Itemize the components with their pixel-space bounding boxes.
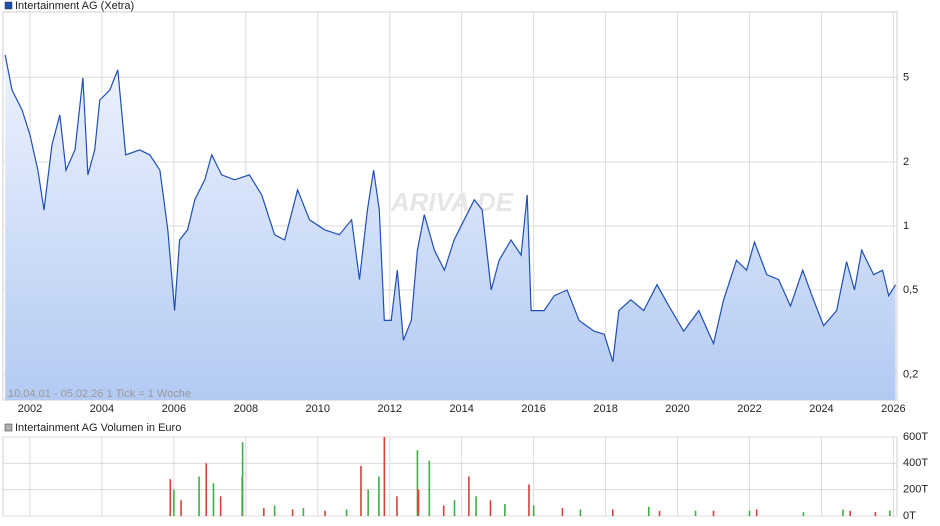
x-tick-label: 2008 (234, 403, 258, 415)
x-tick-label: 2002 (18, 403, 42, 415)
x-tick-label: 2016 (521, 403, 545, 415)
volume-bar (173, 489, 175, 516)
y-tick-label: 600T (903, 431, 928, 443)
x-tick-label: 2020 (665, 403, 689, 415)
x-tick-label: 2024 (809, 403, 833, 415)
volume-bar (324, 510, 326, 516)
volume-bar (396, 496, 398, 516)
y-tick-label: 200T (903, 484, 928, 496)
volume-bar (504, 504, 506, 516)
y-tick-label: 0T (903, 510, 916, 522)
y-tick-label: 0,5 (903, 284, 918, 296)
volume-bar (468, 476, 470, 516)
volume-bar (755, 509, 758, 516)
volume-bar (212, 483, 215, 516)
y-tick-label: 0,2 (903, 369, 918, 381)
x-tick-label: 2006 (162, 403, 186, 415)
volume-bar (360, 465, 362, 516)
volume-bar (416, 450, 419, 516)
volume-bar (383, 437, 386, 516)
volume-bar (291, 509, 294, 516)
volume-bar (442, 505, 445, 516)
volume-bar (417, 489, 420, 516)
range-note: 10.04.01 - 05.02.26 1 Tick = 1 Woche (8, 388, 191, 400)
volume-bar (273, 505, 276, 516)
volume-bar (802, 512, 805, 516)
x-tick-label: 2012 (377, 403, 401, 415)
volume-bar (694, 510, 697, 516)
volume-bar (889, 510, 891, 516)
x-tick-label: 2026 (881, 403, 905, 415)
y-tick-label: 5 (903, 71, 909, 83)
volume-bar (849, 510, 852, 516)
volume-bar (874, 512, 877, 516)
volume-bar (528, 484, 530, 516)
price-legend-label: Intertainment AG (Xetra) (15, 0, 134, 12)
volume-bar (241, 442, 244, 516)
volume-bar (169, 479, 172, 516)
volume-bar (428, 460, 431, 516)
y-tick-label: 1 (903, 220, 909, 232)
volume-bar (532, 505, 535, 516)
price-line (4, 54, 897, 362)
volume-bar (205, 463, 208, 516)
volume-bar (453, 500, 456, 516)
volume-bar (263, 508, 265, 516)
x-tick-label: 2014 (449, 403, 473, 415)
volume-bar (219, 496, 222, 516)
volume-bar (611, 509, 614, 516)
volume-bar (180, 500, 182, 516)
volume-bar (378, 476, 380, 516)
y-tick-label: 2 (903, 156, 909, 168)
x-tick-label: 2004 (90, 403, 114, 415)
volume-plot-frame (2, 436, 898, 517)
volume-bar (198, 476, 200, 516)
volume-legend-swatch (4, 423, 13, 432)
volume-bar (842, 509, 844, 516)
volume-bar (712, 510, 715, 516)
watermark: ARIVA.DE (390, 187, 514, 217)
volume-bar (475, 496, 477, 516)
volume-bar (302, 508, 305, 516)
volume-legend-label: Intertainment AG Volumen in Euro (15, 422, 181, 434)
volume-bar (579, 509, 582, 516)
volume-bar (658, 510, 661, 516)
y-tick-label: 400T (903, 457, 928, 469)
x-tick-label: 2018 (593, 403, 617, 415)
volume-bar (748, 510, 751, 516)
volume-bar (561, 508, 564, 516)
price-legend-swatch (4, 1, 13, 10)
x-tick-label: 2010 (306, 403, 330, 415)
volume-bar (489, 500, 492, 516)
volume-bar (647, 506, 650, 516)
volume-bar (345, 509, 348, 516)
x-tick-label: 2022 (737, 403, 761, 415)
volume-bar (367, 489, 369, 516)
